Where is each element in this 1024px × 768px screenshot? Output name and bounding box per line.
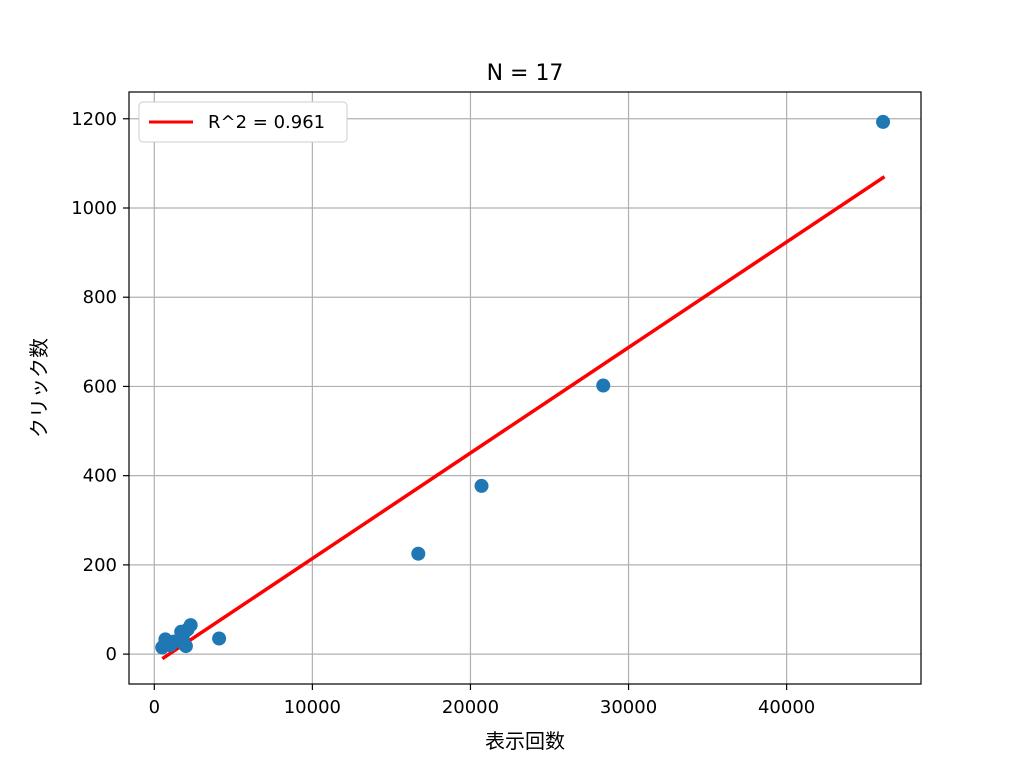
x-axis-label: 表示回数 [485, 729, 565, 753]
legend: R^2 = 0.961 [138, 101, 348, 143]
y-tick-label: 400 [83, 466, 117, 487]
legend-box [138, 101, 348, 143]
grid-lines [129, 92, 921, 684]
plot-area-background [129, 92, 921, 684]
x-tick-label: 30000 [600, 697, 657, 718]
data-point [474, 478, 489, 493]
data-point [212, 631, 227, 646]
y-tick-label: 800 [83, 287, 117, 308]
y-tick-label: 600 [83, 376, 117, 397]
axis-ticks: 0 10000 20000 30000 40000 0 200 400 600 800 1000 12… [71, 109, 815, 718]
y-tick-label: 0 [106, 644, 117, 665]
legend-label: R^2 = 0.961 [208, 112, 325, 133]
data-point [183, 618, 198, 633]
x-tick-label: 40000 [758, 697, 815, 718]
data-point [596, 378, 611, 393]
regression-line [161, 175, 886, 661]
y-tick-label: 200 [83, 555, 117, 576]
data-point [876, 114, 891, 129]
x-tick-label: 20000 [442, 697, 499, 718]
y-tick-label: 1200 [71, 109, 117, 130]
y-axis-label: クリック数 [27, 338, 51, 438]
x-tick-label: 0 [149, 697, 160, 718]
x-tick-label: 10000 [284, 697, 341, 718]
chart-title: N = 17 [487, 61, 564, 86]
plot-frame [128, 91, 922, 685]
data-point [411, 546, 426, 561]
scatter-points [155, 114, 891, 655]
y-tick-label: 1000 [71, 198, 117, 219]
data-point [178, 639, 193, 654]
regression-line-layer [161, 175, 886, 661]
